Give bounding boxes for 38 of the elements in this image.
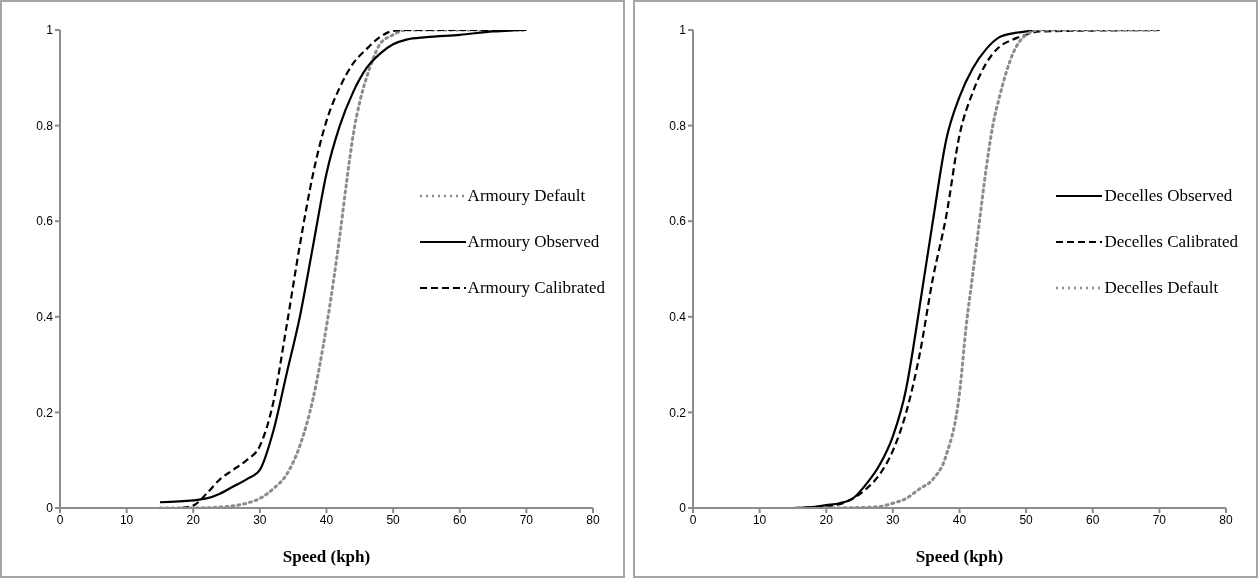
y-tick-label: 0.6 (669, 214, 687, 229)
x-tick-label: 10 (752, 512, 767, 527)
legend-label: Armoury Calibrated (467, 277, 605, 298)
y-tick-label: 0.8 (669, 118, 687, 133)
y-tick-label: 0.2 (36, 405, 54, 420)
y-tick-label: 0.6 (36, 214, 54, 229)
x-tick-label: 80 (586, 512, 600, 527)
x-tick-label: 30 (886, 512, 900, 527)
x-axis-title: Speed (kph) (915, 547, 1004, 566)
y-tick-label: 0.4 (36, 310, 54, 325)
legend-label: Armoury Default (467, 185, 586, 206)
x-tick-label: 40 (319, 512, 334, 527)
x-tick-label: 60 (453, 512, 467, 527)
y-tick-label: 1 (679, 23, 687, 38)
legend-label: Decelles Observed (1104, 185, 1233, 206)
y-tick-label: 0.4 (669, 310, 687, 325)
x-tick-label: 40 (952, 512, 967, 527)
y-tick-label: 0.2 (669, 405, 687, 420)
x-tick-label: 10 (119, 512, 134, 527)
x-tick-label: 0 (689, 512, 697, 527)
y-tick-label: 0 (46, 501, 54, 516)
y-tick-label: 0 (679, 501, 687, 516)
x-tick-label: 50 (1019, 512, 1034, 527)
x-tick-label: 80 (1219, 512, 1233, 527)
x-tick-label: 30 (253, 512, 267, 527)
x-axis-title: Speed (kph) (282, 547, 371, 566)
y-tick-label: 1 (46, 23, 54, 38)
x-tick-label: 20 (819, 512, 834, 527)
x-tick-label: 0 (56, 512, 64, 527)
legend-label: Decelles Default (1104, 277, 1219, 298)
legend-label: Decelles Calibrated (1104, 231, 1238, 252)
legend-label: Armoury Observed (467, 231, 600, 252)
x-tick-label: 60 (1086, 512, 1100, 527)
x-tick-label: 50 (386, 512, 401, 527)
x-tick-label: 20 (186, 512, 201, 527)
y-tick-label: 0.8 (36, 118, 54, 133)
x-tick-label: 70 (519, 512, 534, 527)
x-tick-label: 70 (1152, 512, 1167, 527)
